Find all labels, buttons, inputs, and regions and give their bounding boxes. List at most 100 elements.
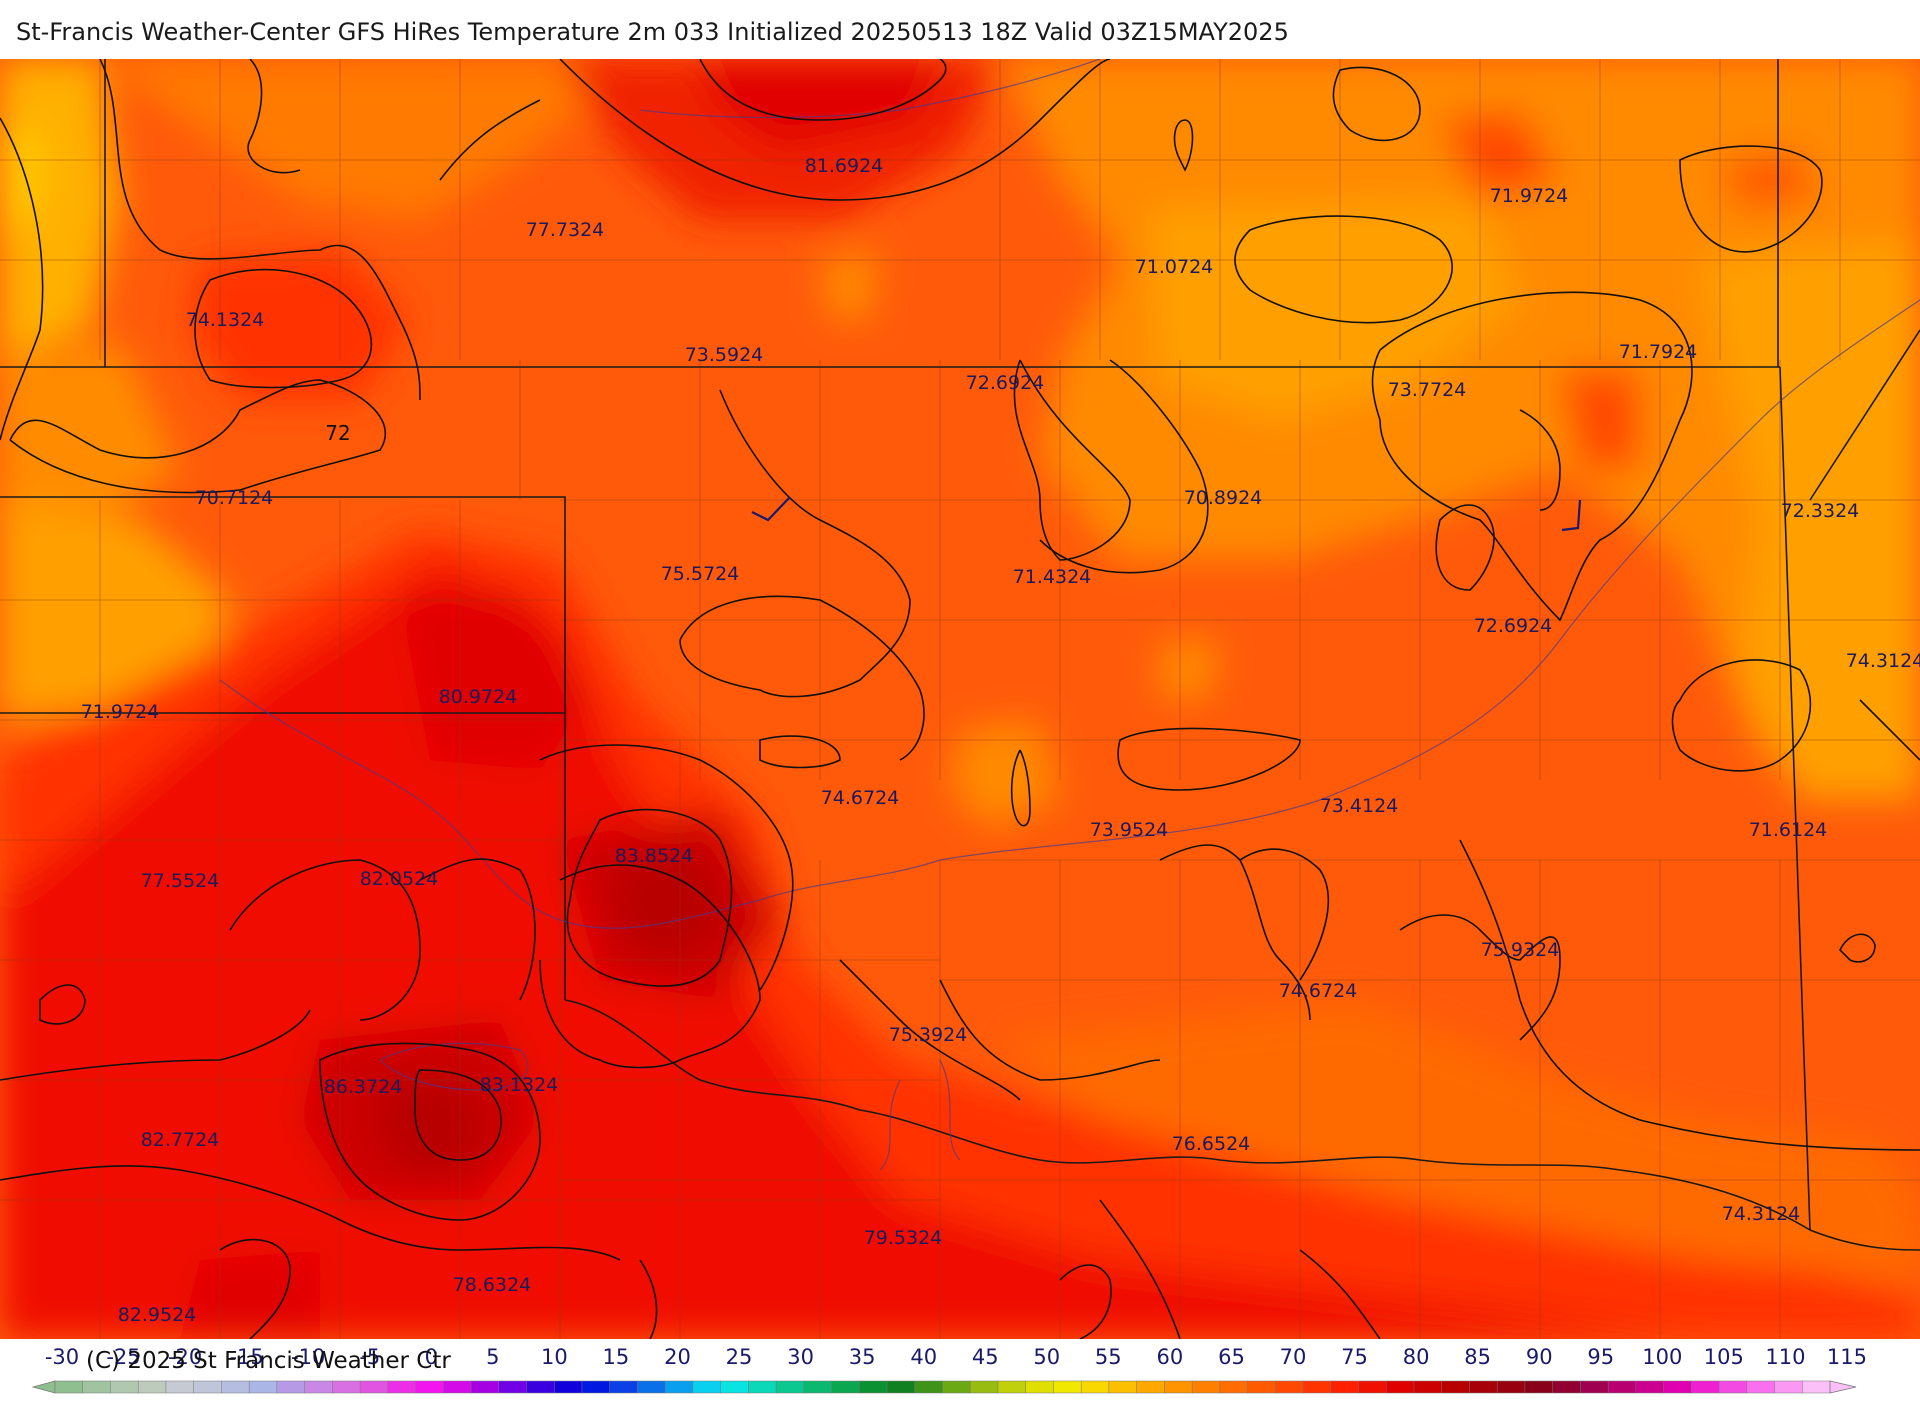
temperature-value-label: 74.6724 [1279, 980, 1358, 1002]
colorbar-swatch [359, 1380, 389, 1394]
temperature-value-label: 75.3924 [889, 1024, 968, 1046]
colorbar-swatch [193, 1380, 222, 1394]
colorbar-swatch [914, 1380, 944, 1394]
colorbar-swatch [1496, 1380, 1526, 1394]
colorbar-max-arrow [1829, 1380, 1857, 1394]
temperature-value-label: 71.9724 [81, 701, 160, 723]
colorbar-swatch [1108, 1380, 1138, 1394]
temperature-value-label: 72.6924 [966, 372, 1045, 394]
colorbar-swatch [82, 1380, 112, 1394]
colorbar-swatch [1136, 1380, 1165, 1394]
temperature-value-labels: 81.6924 77.7324 71.9724 71.0724 74.1324 73.59… [81, 155, 1920, 1339]
colorbar-swatch [1774, 1380, 1803, 1394]
temperature-value-label: 76.6524 [1172, 1133, 1251, 1155]
colorbar-swatch [1552, 1380, 1581, 1394]
temperature-value-label: 83.1324 [480, 1074, 559, 1096]
colorbar-tick-label: -30 [45, 1345, 79, 1369]
colorbar-swatch [553, 1380, 583, 1394]
colorbar-tick-label: 30 [787, 1345, 814, 1369]
temperature-value-label: 74.3124 [1722, 1203, 1801, 1225]
colorbar-swatch [332, 1380, 361, 1394]
temperature-value-label: 79.3524 [1415, 1337, 1494, 1339]
colorbar-swatch [692, 1380, 722, 1394]
colorbar-tick-labels: -30 -25 -20 -15 -10 -5 0 5 10 15 20 25 30 35 40 45 50 55 6… [45, 1345, 1867, 1369]
colorbar-swatch [1524, 1380, 1554, 1394]
temperature-value-label: 71.4324 [1013, 566, 1092, 588]
temperature-value-label: 73.7724 [1388, 379, 1467, 401]
colorbar-tick-label: 60 [1157, 1345, 1184, 1369]
state-borders [0, 59, 1920, 1251]
temperature-value-label: 82.0524 [360, 868, 439, 890]
colorbar-tick-label: 65 [1218, 1345, 1245, 1369]
temperature-value-label: 75.9324 [1481, 939, 1560, 961]
colorbar-swatch [54, 1380, 84, 1394]
colorbar-swatch [831, 1380, 860, 1394]
colorbar-swatch [387, 1380, 417, 1394]
colorbar-min-arrow [31, 1380, 56, 1394]
colorbar-swatch [1469, 1380, 1498, 1394]
temperature-value-label: 78.6324 [453, 1274, 532, 1296]
colorbar-swatch [775, 1380, 805, 1394]
colorbar-swatch [1219, 1380, 1249, 1394]
colorbar-tick-label: -20 [168, 1345, 202, 1369]
copyright-notice: (C) 2025 St Francis Weather Ctr [86, 1348, 451, 1374]
temperature-value-label: 74.6724 [821, 787, 900, 809]
temperature-value-label: 82.9524 [118, 1304, 197, 1326]
colorbar-tick-label: 95 [1587, 1345, 1614, 1369]
colorbar-tick-label: 25 [726, 1345, 753, 1369]
colorbar-swatch [1080, 1380, 1110, 1394]
colorbar-tick-label: 80 [1403, 1345, 1430, 1369]
temperature-value-label: 81.6924 [805, 155, 884, 177]
colorbar-swatch [720, 1380, 749, 1394]
colorbar-swatch [1691, 1380, 1720, 1394]
temperature-value-label: 80.9724 [439, 686, 518, 708]
temperature-value-label: 73.4124 [1320, 795, 1399, 817]
colorbar-swatch [803, 1380, 833, 1394]
colorbar-tick-label: -15 [229, 1345, 263, 1369]
colorbar-tick-label: 110 [1765, 1345, 1805, 1369]
colorbar-tick-label: 75 [1341, 1345, 1368, 1369]
colorbar-tick-label: 85 [1464, 1345, 1491, 1369]
colorbar-tick-label: 90 [1526, 1345, 1553, 1369]
river-lines [219, 59, 1920, 1171]
colorbar-swatch [581, 1380, 611, 1394]
colorbar-swatch [498, 1380, 528, 1394]
colorbar-swatch [997, 1380, 1027, 1394]
colorbar-swatch [942, 1380, 971, 1394]
county-borders [0, 59, 1920, 1339]
temperature-value-label: 71.6124 [1749, 819, 1828, 841]
temperature-value-label: 70.7124 [195, 487, 274, 509]
colorbar-swatch [637, 1380, 666, 1394]
colorbar-swatch [1302, 1380, 1332, 1394]
colorbar-swatch [969, 1380, 999, 1394]
colorbar-tick-label: 55 [1095, 1345, 1122, 1369]
colorbar-swatch [1718, 1380, 1748, 1394]
temperature-value-label: 71.9724 [1490, 185, 1569, 207]
colorbar-swatch [1053, 1380, 1082, 1394]
colorbar-swatch [1164, 1380, 1193, 1394]
temperature-value-label: 71.7924 [1619, 341, 1698, 363]
temperature-map: 81.6924 77.7324 71.9724 71.0724 74.1324 73.59… [0, 59, 1920, 1339]
wind-barbs [751, 496, 1582, 532]
colorbar-tick-label: -10 [291, 1345, 325, 1369]
colorbar-swatch [886, 1380, 916, 1394]
colorbar-swatch [110, 1380, 139, 1394]
temperature-value-label: 79.5324 [864, 1227, 943, 1249]
colorbar-swatch [1386, 1380, 1415, 1394]
colorbar-swatch [1413, 1380, 1443, 1394]
colorbar-tick-label: 45 [972, 1345, 999, 1369]
temperature-value-label: 72.6924 [1474, 615, 1553, 637]
colorbar-tick-label: 100 [1642, 1345, 1682, 1369]
colorbar-tick-label: -25 [106, 1345, 140, 1369]
colorbar-tick-label: 105 [1704, 1345, 1744, 1369]
colorbar-tick-label: -5 [359, 1345, 380, 1369]
temperature-value-label: 86.3724 [324, 1076, 403, 1098]
temperature-value-label: 75.5724 [661, 563, 740, 585]
colorbar-tick-label: 50 [1033, 1345, 1060, 1369]
colorbar-swatch [248, 1380, 278, 1394]
colorbar-swatch [1191, 1380, 1221, 1394]
colorbar-swatch [609, 1380, 638, 1394]
temperature-value-label: 73.9524 [1090, 819, 1169, 841]
colorbar-swatch [443, 1380, 472, 1394]
temperature-value-label: 71.0724 [1135, 256, 1214, 278]
